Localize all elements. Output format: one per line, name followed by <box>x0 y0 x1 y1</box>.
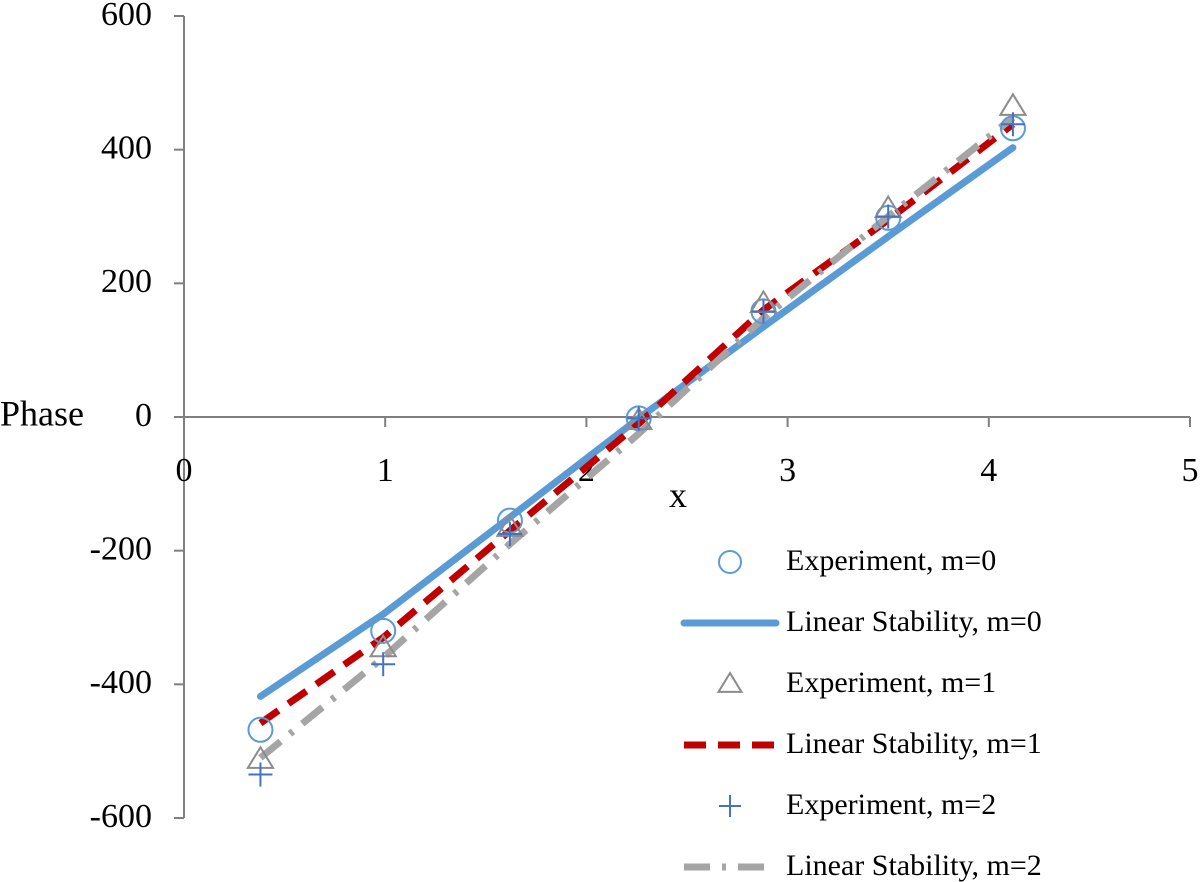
x-tick-label: 4 <box>980 452 997 489</box>
y-tick-label: -200 <box>90 530 152 567</box>
data-point-plus <box>876 204 901 229</box>
data-point-circle <box>247 716 274 743</box>
series-markers <box>246 92 1028 787</box>
x-tick-label: 1 <box>377 452 394 489</box>
legend-label: Experiment, m=0 <box>786 544 996 577</box>
data-point-plus <box>497 521 522 546</box>
legend: Experiment, m=0 Linear Stability, m=0 Expe… <box>680 544 1042 882</box>
y-tick-label: -400 <box>90 664 152 701</box>
data-point-plus <box>626 406 651 431</box>
data-point-circle <box>370 617 397 644</box>
legend-label: Linear Stability, m=2 <box>786 849 1042 882</box>
legend-label: Linear Stability, m=0 <box>786 605 1042 638</box>
legend-symbol <box>716 671 744 693</box>
legend-label: Experiment, m=2 <box>786 788 996 821</box>
y-axis-title: Phase <box>0 393 84 433</box>
legend-label: Linear Stability, m=1 <box>786 727 1042 760</box>
data-point-plus <box>1000 112 1025 137</box>
x-tick-label: 5 <box>1182 452 1199 489</box>
x-axis-title: x <box>669 475 687 515</box>
y-tick-label: 600 <box>101 0 152 33</box>
data-point-plus <box>248 762 273 787</box>
legend-symbol <box>718 550 742 574</box>
x-tick-label: 0 <box>176 452 193 489</box>
data-point-plus <box>751 299 776 324</box>
y-tick-label: 200 <box>101 263 152 300</box>
legend-symbol <box>719 795 741 817</box>
y-tick-label: 400 <box>101 129 152 166</box>
x-tick-label: 3 <box>779 452 796 489</box>
data-point-triangle <box>998 92 1028 116</box>
y-tick-label: 0 <box>135 397 152 434</box>
legend-label: Experiment, m=1 <box>786 666 996 699</box>
data-point-plus <box>371 652 396 677</box>
y-tick-label: -600 <box>90 798 152 835</box>
axis-titles: Phase x <box>0 393 687 515</box>
